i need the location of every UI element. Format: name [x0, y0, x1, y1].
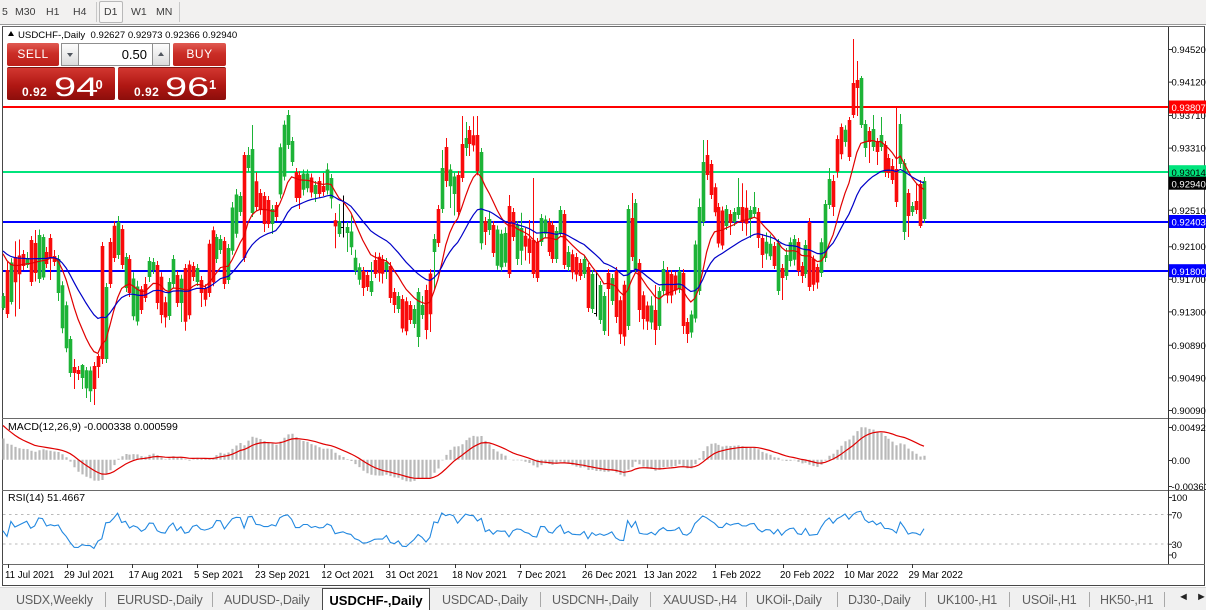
- svg-text:0.93310: 0.93310: [1172, 144, 1206, 155]
- svg-text:5 Sep 2021: 5 Sep 2021: [194, 570, 244, 581]
- svg-text:0.004926: 0.004926: [1172, 423, 1206, 434]
- svg-text:0.90890: 0.90890: [1172, 341, 1206, 352]
- svg-text:0.91700: 0.91700: [1172, 275, 1206, 286]
- svg-text:0.93014: 0.93014: [1172, 168, 1206, 179]
- svg-text:7 Dec 2021: 7 Dec 2021: [517, 570, 567, 581]
- svg-text:17 Aug 2021: 17 Aug 2021: [129, 570, 183, 581]
- svg-text:11 Jul 2021: 11 Jul 2021: [5, 570, 54, 581]
- svg-text:30: 30: [1172, 540, 1183, 551]
- svg-text:70: 70: [1172, 510, 1183, 521]
- svg-text:0.93807: 0.93807: [1172, 103, 1206, 114]
- svg-text:0.90090: 0.90090: [1172, 406, 1206, 417]
- svg-text:26 Dec 2021: 26 Dec 2021: [582, 570, 637, 581]
- svg-text:0.91300: 0.91300: [1172, 307, 1206, 318]
- svg-text:0.94520: 0.94520: [1172, 45, 1206, 56]
- svg-text:29 Jul 2021: 29 Jul 2021: [64, 570, 114, 581]
- svg-text:0: 0: [1172, 551, 1177, 562]
- svg-text:20 Feb 2022: 20 Feb 2022: [780, 570, 834, 581]
- svg-text:31 Oct 2021: 31 Oct 2021: [386, 570, 439, 581]
- svg-text:13 Jan 2022: 13 Jan 2022: [644, 570, 697, 581]
- svg-text:0.93710: 0.93710: [1172, 111, 1206, 122]
- svg-text:10 Mar 2022: 10 Mar 2022: [844, 570, 898, 581]
- svg-text:0.92100: 0.92100: [1172, 242, 1206, 253]
- svg-text:0.90490: 0.90490: [1172, 373, 1206, 384]
- svg-text:0.91800: 0.91800: [1172, 267, 1206, 278]
- svg-text:100: 100: [1172, 493, 1188, 504]
- svg-text:-0.00361: -0.00361: [1172, 482, 1206, 493]
- svg-text:23 Sep 2021: 23 Sep 2021: [255, 570, 310, 581]
- svg-text:0.92403: 0.92403: [1172, 218, 1206, 229]
- svg-text:0.00: 0.00: [1172, 456, 1191, 467]
- svg-text:29 Mar 2022: 29 Mar 2022: [909, 570, 963, 581]
- svg-text:0.92510: 0.92510: [1172, 206, 1206, 217]
- svg-text:0.94120: 0.94120: [1172, 78, 1206, 89]
- svg-text:12 Oct 2021: 12 Oct 2021: [321, 570, 374, 581]
- svg-text:1 Feb 2022: 1 Feb 2022: [712, 570, 761, 581]
- svg-text:0.92940: 0.92940: [1172, 179, 1206, 190]
- svg-text:18 Nov 2021: 18 Nov 2021: [452, 570, 507, 581]
